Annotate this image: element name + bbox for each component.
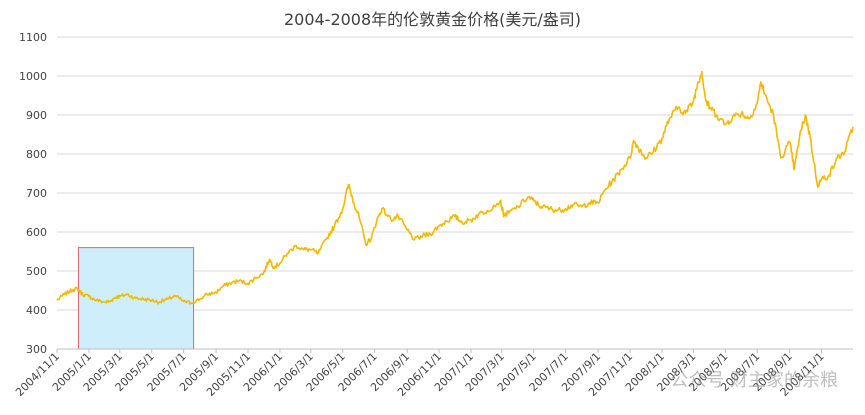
x-tick-label: 2004/11/1: [13, 350, 62, 399]
series-layer: [56, 70, 854, 305]
y-tick-label: 700: [26, 187, 47, 200]
y-tick-label: 600: [26, 226, 47, 239]
highlight-box: [77, 247, 195, 350]
y-tick-label: 1100: [19, 31, 47, 44]
chart-title: 2004-2008年的伦敦黄金价格(美元/盎司): [284, 10, 581, 29]
y-tick-label: 800: [26, 148, 47, 161]
y-tick-label: 900: [26, 109, 47, 122]
highlight-region: [77, 247, 195, 350]
watermark-text: 公众号·财主家的余粮: [670, 370, 838, 391]
series-line-gold-price: [56, 70, 854, 305]
y-tick-label: 300: [26, 343, 47, 356]
y-tick-label: 1000: [19, 70, 47, 83]
y-tick-label: 500: [26, 265, 47, 278]
y-axis-tick-labels: 300 400 500 600 700 800 900 1000 1100: [19, 31, 47, 356]
y-tick-label: 400: [26, 304, 47, 317]
